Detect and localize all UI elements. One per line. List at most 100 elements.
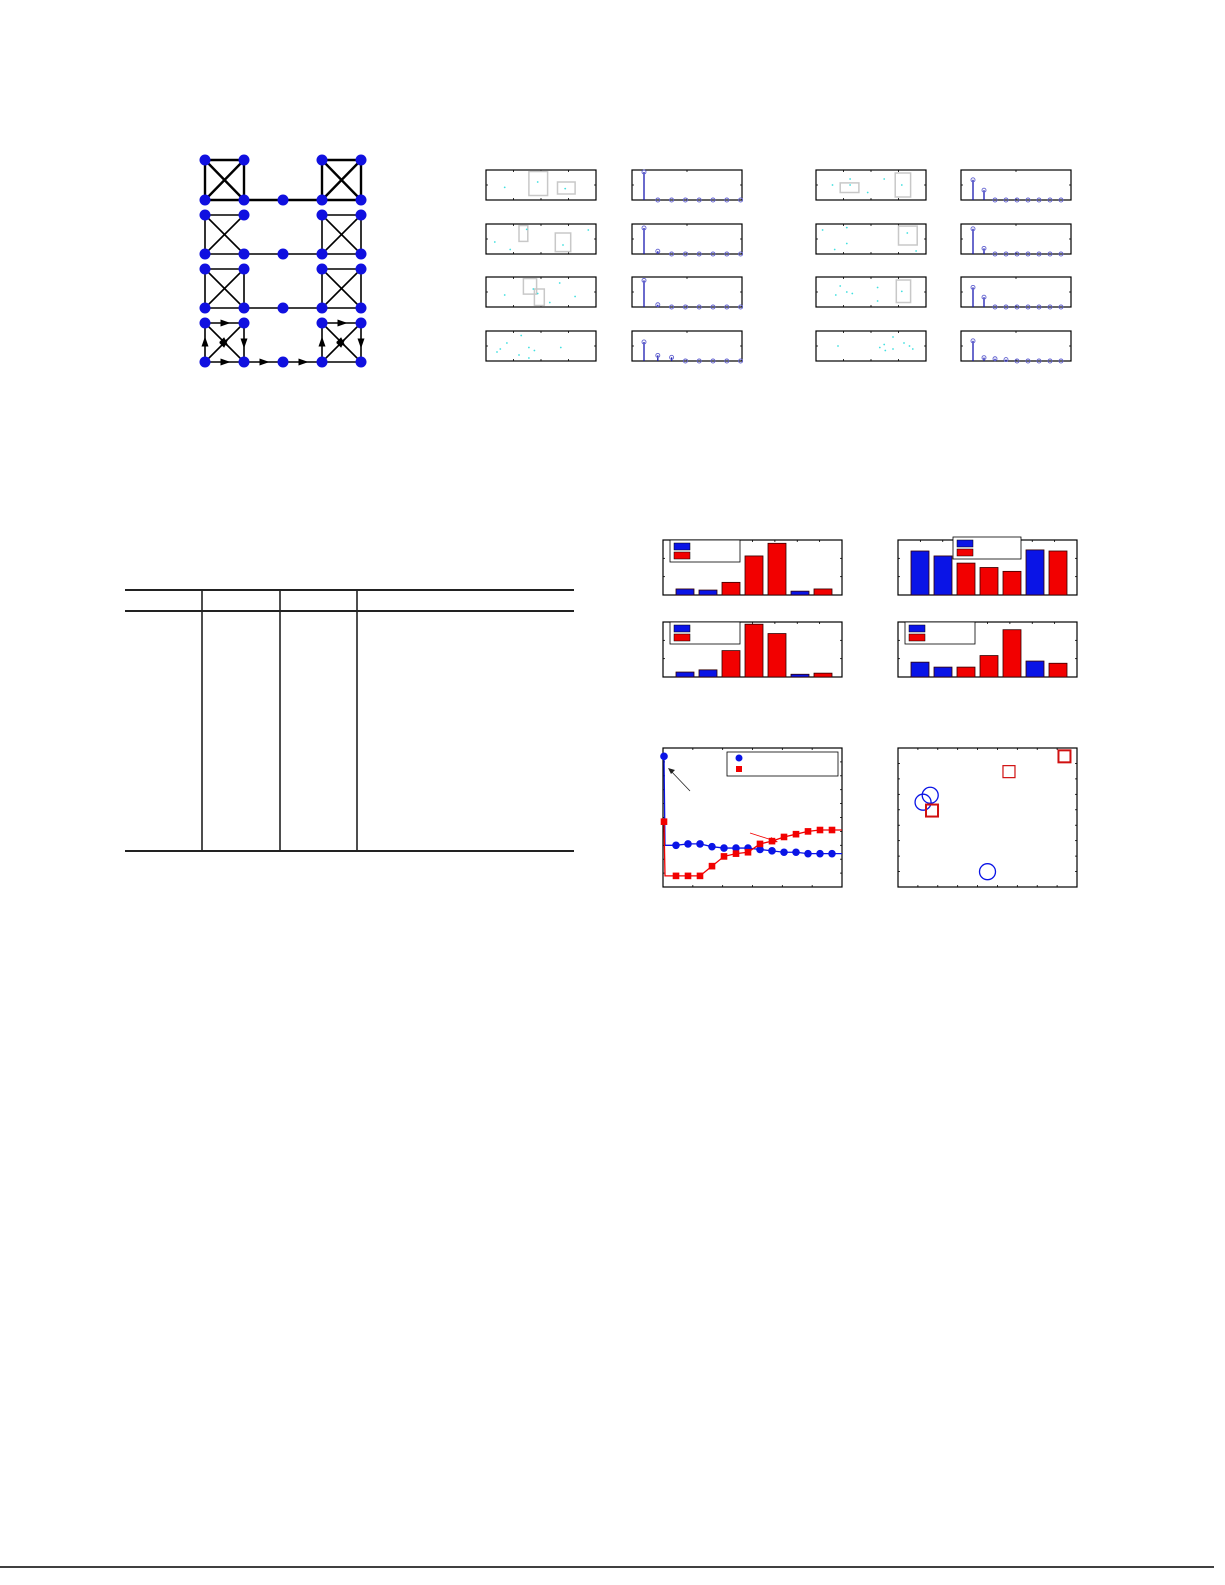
stem-marker bbox=[1058, 358, 1064, 364]
arrowhead-icon bbox=[219, 338, 229, 348]
table bbox=[125, 589, 574, 852]
stem-marker bbox=[1014, 304, 1020, 310]
arrowhead-icon bbox=[220, 319, 231, 327]
axes-frame bbox=[897, 747, 1078, 888]
data-point bbox=[845, 242, 848, 245]
axes-frame bbox=[815, 223, 927, 255]
graph-node bbox=[277, 194, 289, 206]
region-box bbox=[894, 172, 912, 198]
graph-node bbox=[199, 263, 211, 275]
stem-marker bbox=[1036, 358, 1042, 364]
mini-scatter-plot bbox=[815, 330, 927, 362]
data-point-square bbox=[660, 818, 668, 825]
data-point-circle bbox=[768, 847, 776, 855]
data-point-square bbox=[792, 830, 800, 838]
stem-marker bbox=[641, 277, 647, 283]
data-point-square bbox=[756, 840, 764, 848]
graph-edge bbox=[204, 159, 245, 201]
legend-marker-circle bbox=[735, 754, 743, 762]
data-point-circle bbox=[660, 752, 668, 761]
graph-edge bbox=[321, 268, 362, 309]
stem-marker bbox=[981, 294, 987, 300]
data-point-square bbox=[672, 872, 680, 880]
stem-marker bbox=[1036, 304, 1042, 310]
bar bbox=[675, 671, 695, 678]
data-point bbox=[493, 241, 496, 243]
bar-chart-1 bbox=[662, 539, 843, 596]
stem-marker bbox=[641, 339, 647, 345]
data-point bbox=[528, 346, 530, 349]
bar bbox=[721, 650, 741, 678]
data-point bbox=[548, 301, 551, 304]
data-point bbox=[845, 226, 848, 229]
stem-marker bbox=[1036, 251, 1042, 257]
axes-frame bbox=[960, 223, 1072, 255]
data-point-circle bbox=[816, 849, 824, 858]
graph-node bbox=[238, 356, 250, 368]
mini-stem-plot bbox=[960, 276, 1072, 310]
data-point-circle bbox=[780, 848, 788, 857]
stem-marker bbox=[641, 225, 647, 231]
data-point bbox=[587, 229, 590, 231]
data-point bbox=[900, 184, 903, 186]
stem-marker bbox=[992, 304, 998, 310]
stem-marker bbox=[992, 356, 998, 362]
stem-marker bbox=[1003, 197, 1009, 203]
marker-circle bbox=[921, 786, 939, 804]
graph-node bbox=[316, 154, 328, 166]
bar bbox=[1025, 660, 1045, 678]
axes-frame bbox=[631, 276, 743, 308]
legend-swatch-blue bbox=[673, 542, 691, 551]
stem-marker bbox=[724, 358, 730, 364]
graph-node bbox=[355, 154, 367, 166]
scatter-chart bbox=[897, 747, 1078, 888]
stem-marker bbox=[1047, 251, 1053, 257]
stem-marker bbox=[1025, 358, 1031, 364]
data-point bbox=[866, 191, 869, 194]
data-point-square bbox=[732, 850, 740, 857]
bar bbox=[910, 661, 930, 678]
legend-swatch-blue bbox=[908, 624, 926, 633]
data-point bbox=[833, 248, 836, 251]
graph-node bbox=[277, 248, 289, 260]
bar bbox=[1048, 550, 1068, 596]
legend bbox=[904, 621, 976, 645]
data-point bbox=[878, 346, 881, 349]
marker-square bbox=[1002, 765, 1016, 779]
bar bbox=[933, 666, 953, 678]
data-point bbox=[831, 184, 834, 186]
data-point bbox=[900, 290, 903, 293]
data-point-square bbox=[780, 833, 788, 841]
bar bbox=[721, 581, 741, 596]
bar bbox=[698, 589, 718, 596]
mini-stem-plot bbox=[960, 169, 1072, 203]
mini-stem-plot bbox=[631, 223, 744, 257]
data-point bbox=[911, 348, 914, 350]
arrowhead-icon bbox=[240, 338, 248, 349]
stem-marker bbox=[655, 197, 661, 203]
stem-marker bbox=[669, 304, 675, 310]
data-point bbox=[834, 294, 837, 296]
data-point bbox=[884, 349, 887, 352]
stem-marker bbox=[655, 248, 661, 254]
legend bbox=[952, 536, 1022, 560]
data-point-square bbox=[816, 826, 824, 834]
region-box bbox=[839, 182, 860, 194]
data-point bbox=[506, 342, 508, 344]
region-box bbox=[556, 181, 576, 195]
marker-circle bbox=[978, 863, 997, 881]
bar-chart-4 bbox=[897, 621, 1078, 678]
legend-swatch-red bbox=[908, 633, 926, 642]
mini-stem-plot bbox=[960, 223, 1072, 257]
data-point bbox=[562, 244, 564, 246]
stem-marker bbox=[738, 197, 744, 203]
bar bbox=[813, 672, 833, 678]
stem-marker bbox=[696, 251, 702, 257]
graph-edge bbox=[321, 214, 362, 255]
graph-node bbox=[199, 302, 211, 314]
bar bbox=[744, 623, 764, 678]
stem-marker bbox=[1014, 358, 1020, 364]
bar bbox=[767, 542, 787, 596]
graph-node bbox=[316, 263, 328, 275]
stem-marker bbox=[738, 358, 744, 364]
